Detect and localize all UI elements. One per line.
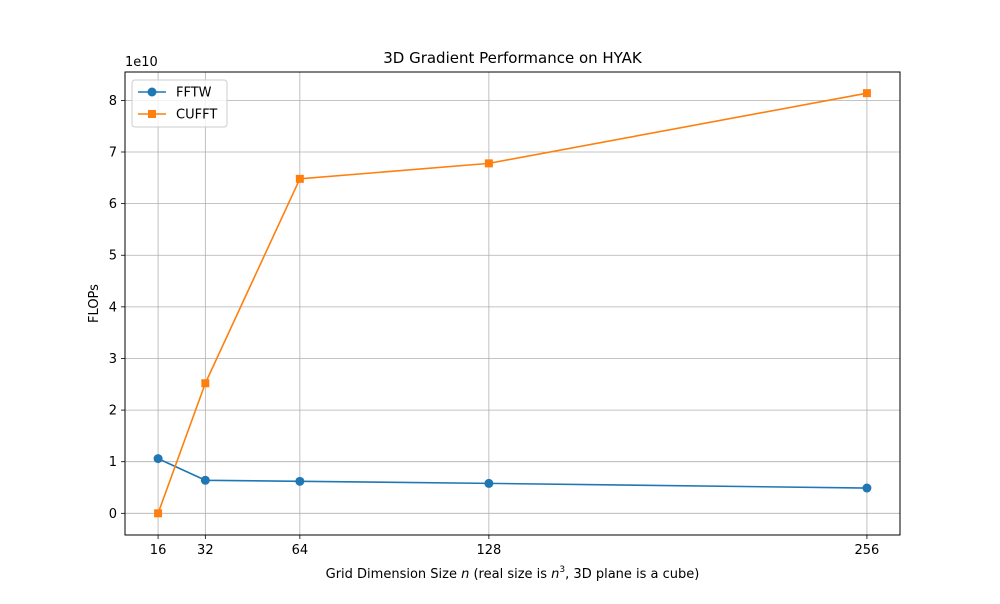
x-tick-label: 64 — [292, 543, 309, 558]
y-tick-label: 3 — [109, 352, 117, 367]
y-tick-label: 2 — [109, 404, 117, 419]
y-tick-label: 0 — [109, 507, 117, 522]
data-point-fftw — [153, 454, 163, 464]
x-axis-label: Grid Dimension Size n (real size is n3, … — [326, 565, 700, 582]
chart-title: 3D Gradient Performance on HYAK — [383, 49, 643, 67]
data-point-cufft — [295, 174, 304, 183]
x-axis-label-superscript: 3 — [559, 565, 565, 575]
x-tick-label: 256 — [855, 543, 880, 558]
y-axis-label: FLOPs — [87, 284, 102, 323]
y-tick-label: 4 — [109, 300, 117, 315]
data-point-fftw — [295, 476, 305, 486]
data-point-cufft — [154, 509, 163, 518]
x-tick-label: 32 — [197, 543, 214, 558]
y-tick-label: 7 — [109, 146, 117, 161]
axis-ticks: 16 32 64 128 256 0 1 2 3 4 5 6 7 8 — [109, 94, 880, 558]
y-axis-offset-label: 1e10 — [125, 55, 158, 70]
y-tick-label: 1 — [109, 455, 117, 470]
series-lines — [153, 89, 872, 518]
legend: FFTW CUFFT — [131, 79, 228, 128]
grid-lines — [125, 72, 900, 535]
x-axis-label-var: n — [461, 567, 469, 582]
y-tick-label: 5 — [109, 249, 117, 264]
legend-marker-fftw — [147, 87, 157, 97]
x-axis-label-var2: n — [551, 567, 559, 582]
x-tick-label: 16 — [150, 543, 167, 558]
legend-label-fftw: FFTW — [176, 86, 212, 101]
plot-area-frame — [124, 71, 901, 536]
x-axis-label-suffix: , 3D plane is a cube) — [565, 567, 699, 582]
legend-entries: FFTW CUFFT — [138, 86, 217, 123]
data-point-cufft — [201, 379, 210, 388]
x-tick-label: 128 — [476, 543, 501, 558]
data-point-fftw — [200, 475, 210, 485]
legend-marker-cufft — [148, 110, 156, 118]
data-point-fftw — [484, 478, 494, 488]
data-point-fftw — [862, 483, 872, 493]
legend-label-cufft: CUFFT — [176, 108, 217, 123]
x-axis-label-prefix: Grid Dimension Size — [326, 567, 461, 582]
y-tick-label: 6 — [109, 197, 117, 212]
y-tick-label: 8 — [109, 94, 117, 109]
data-point-cufft — [862, 89, 871, 98]
data-point-cufft — [484, 159, 493, 168]
x-axis-label-mid: (real size is — [469, 567, 551, 582]
